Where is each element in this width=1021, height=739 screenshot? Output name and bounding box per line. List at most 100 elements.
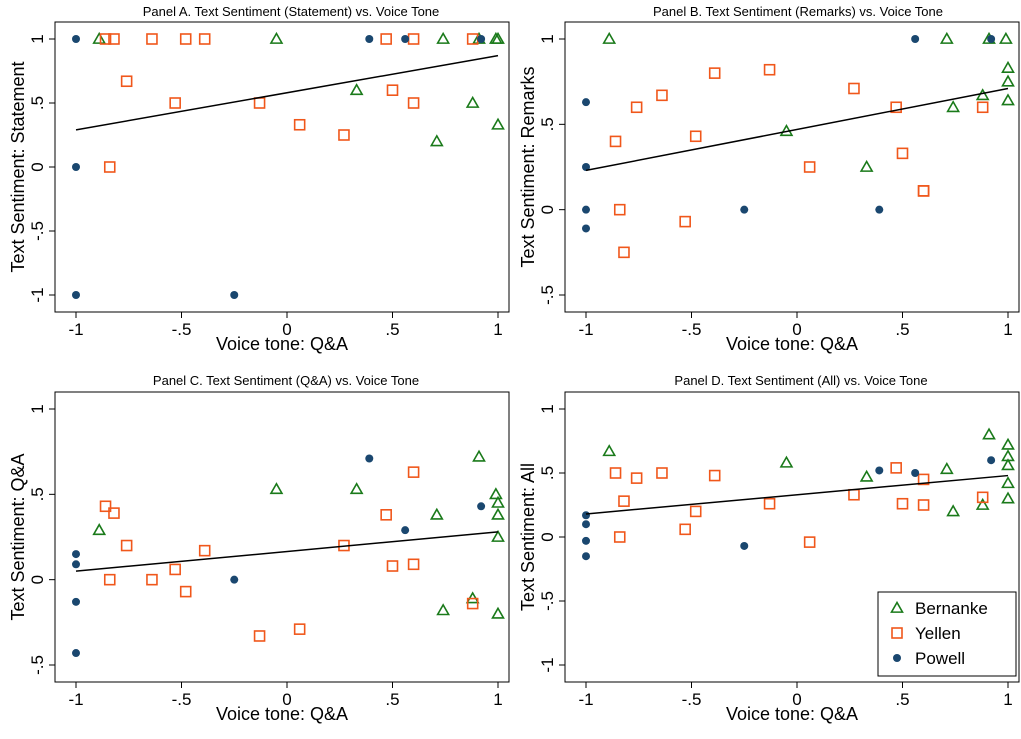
point-yellen-2-2: [108, 507, 120, 519]
point-powell-0-1: [72, 163, 80, 171]
point-powell-3-2: [582, 536, 590, 545]
y-tick-label: 0: [538, 205, 557, 214]
panel-0: Panel A. Text Sentiment (Statement) vs. …: [8, 4, 510, 354]
y-tick-label: -.5: [538, 591, 557, 611]
point-yellen-0-11: [380, 33, 392, 45]
y-tick-label: -.5: [28, 221, 47, 241]
y-axis-label: Text Sentiment: Q&A: [8, 453, 28, 620]
point-bernanke-0-2: [349, 83, 364, 96]
point-yellen-3-14: [917, 499, 930, 511]
point-yellen-3-1: [613, 531, 626, 543]
point-yellen-1-0: [609, 135, 622, 148]
point-yellen-3-4: [656, 467, 668, 479]
x-axis-label: Voice tone: Q&A: [726, 334, 858, 354]
point-powell-3-0: [582, 511, 590, 520]
series-bernanke: [92, 449, 505, 619]
point-powell-1-4: [740, 205, 749, 214]
point-bernanke-2-1: [269, 482, 284, 495]
point-bernanke-3-1: [779, 455, 794, 468]
point-yellen-3-8: [763, 497, 776, 510]
point-yellen-1-11: [890, 101, 902, 114]
point-yellen-2-0: [99, 500, 112, 513]
point-yellen-legend-1: [891, 627, 903, 639]
point-powell-2-7: [477, 502, 486, 511]
panel-title: Panel C. Text Sentiment (Q&A) vs. Voice …: [153, 373, 419, 388]
point-bernanke-0-3: [429, 134, 444, 147]
series-yellen: [99, 466, 479, 642]
plot-frame: [564, 21, 1020, 313]
x-tick-label: 1: [1003, 320, 1012, 339]
x-tick-label: -.5: [682, 320, 702, 339]
point-powell-0-3: [230, 291, 239, 299]
point-yellen-3-13: [917, 473, 930, 486]
point-bernanke-2-7: [489, 487, 503, 500]
point-yellen-0-0: [99, 33, 112, 45]
point-bernanke-0-0: [92, 31, 107, 44]
point-powell-1-7: [987, 35, 996, 43]
point-bernanke-1-2: [859, 159, 874, 172]
x-tick-label: .5: [385, 690, 399, 709]
point-yellen-2-5: [169, 563, 181, 576]
panel-2: Panel C. Text Sentiment (Q&A) vs. Voice …: [8, 373, 510, 724]
fit-line: [585, 474, 1009, 515]
point-yellen-1-5: [679, 215, 691, 228]
x-tick-label: 1: [493, 690, 502, 709]
point-powell-3-4: [740, 541, 749, 550]
legend: Bernanke Yellen Powell: [877, 591, 1017, 677]
y-tick-label: -1: [28, 287, 47, 302]
y-tick-label: -1: [538, 657, 557, 672]
point-bernanke-3-5: [975, 497, 990, 510]
series-powell: [582, 35, 996, 233]
x-tick-label: .5: [895, 320, 909, 339]
point-bernanke-1-9: [1001, 74, 1015, 87]
point-bernanke-3-2: [859, 469, 874, 482]
point-yellen-1-15: [976, 101, 989, 114]
point-bernanke-0-5: [465, 95, 480, 108]
point-powell-2-4: [230, 575, 239, 584]
point-yellen-3-6: [689, 505, 702, 518]
y-tick-label: .5: [28, 96, 47, 110]
point-yellen-1-14: [917, 185, 930, 197]
point-yellen-1-13: [917, 185, 930, 197]
point-bernanke-3-3: [939, 462, 954, 475]
point-yellen-1-7: [708, 67, 721, 79]
point-powell-2-5: [365, 454, 374, 463]
point-yellen-0-7: [198, 33, 211, 45]
point-yellen-0-14: [407, 97, 420, 109]
fit-line: [75, 54, 499, 131]
legend-label: Bernanke: [915, 599, 988, 618]
point-yellen-2-1: [103, 573, 116, 586]
point-powell-legend-2: [893, 654, 901, 662]
point-bernanke-3-10: [1001, 476, 1015, 489]
x-tick-label: 0: [792, 320, 801, 339]
point-powell-2-3: [72, 649, 80, 658]
point-yellen-2-12: [386, 560, 399, 572]
point-yellen-3-3: [630, 472, 643, 484]
point-yellen-0-13: [407, 33, 420, 45]
y-axis-label: Text Sentiment: Statement: [8, 61, 28, 272]
point-yellen-0-10: [338, 129, 350, 141]
panel-1: Panel B. Text Sentiment (Remarks) vs. Vo…: [518, 4, 1020, 354]
point-powell-1-5: [875, 205, 884, 214]
point-bernanke-3-9: [1001, 458, 1015, 471]
series-bernanke: [92, 31, 505, 147]
point-bernanke-2-3: [429, 507, 444, 520]
point-powell-0-4: [365, 35, 374, 43]
y-tick-label: 1: [28, 34, 47, 43]
x-tick-label: 0: [282, 690, 291, 709]
point-yellen-0-9: [293, 118, 306, 131]
point-yellen-0-3: [120, 75, 133, 88]
y-tick-label: -.5: [28, 655, 47, 675]
point-yellen-2-4: [146, 573, 158, 586]
series-powell: [72, 454, 486, 658]
point-bernanke-1-8: [1001, 60, 1015, 73]
series-yellen: [609, 63, 989, 259]
x-tick-label: 1: [1003, 690, 1012, 709]
point-powell-2-1: [72, 560, 80, 569]
point-yellen-1-9: [803, 161, 816, 173]
fit-line: [75, 531, 499, 572]
point-bernanke-2-0: [92, 523, 107, 536]
point-powell-0-5: [401, 35, 410, 43]
point-bernanke-2-5: [465, 591, 480, 604]
series-bernanke: [602, 31, 1015, 172]
